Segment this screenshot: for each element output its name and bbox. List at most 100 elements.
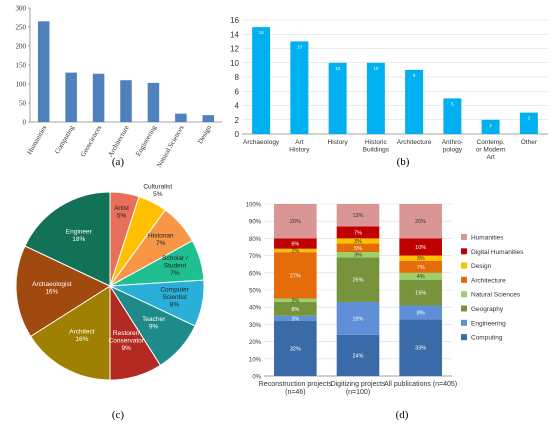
chart-d-legend-label: Engineering <box>471 320 506 327</box>
chart-c-labels: Artist 5% Culturalist 5% Historian 7% Scholar … <box>32 184 190 352</box>
chart-a-bar <box>147 82 160 122</box>
caption-c: (c) <box>112 409 125 421</box>
chart-d-segment-label: 20% <box>290 219 301 225</box>
chart-b-bar <box>328 62 347 134</box>
chart-b-bar <box>252 27 271 134</box>
chart-d-legend-label: Natural Sciences <box>471 292 521 299</box>
chart-d-segment <box>336 243 380 253</box>
chart-a-axes: 0 50 100 150 200 250 300 <box>16 5 222 127</box>
chart-d-legend-label: Design <box>471 263 492 270</box>
chart-b-bar <box>405 69 424 134</box>
chart-b-bar <box>443 98 462 134</box>
chart-d-segment <box>399 260 442 273</box>
chart-b-x-tick-label: Art History <box>289 139 310 154</box>
chart-b-y-tick-label: 12 <box>230 45 239 54</box>
pie-slice <box>24 191 111 287</box>
pie-slice-label: Restorer/Conservator 9% <box>109 330 145 352</box>
chart-a-x-tick-label: Architecture <box>106 124 130 158</box>
chart-a-x-tick-label: Design <box>196 124 213 146</box>
chart-d-segment <box>399 319 442 376</box>
chart-d-labels: 32%3%8%2%27%2%6%20%Reconstruction projec… <box>259 213 457 396</box>
chart-d-segment <box>274 302 317 316</box>
chart-b-bar <box>290 41 309 134</box>
chart-d-segment <box>274 204 317 239</box>
chart-d-segment-label: 27% <box>290 273 301 279</box>
chart-a-y-tick-label: 50 <box>19 100 27 108</box>
chart-a-bar <box>65 72 77 122</box>
chart-d-segment-label: 8% <box>417 310 425 316</box>
chart-d-segment-label: 33% <box>415 346 426 352</box>
pie-slice-label: Computer Scientist 8% <box>160 286 189 308</box>
chart-d-segment <box>336 257 380 303</box>
chart-d-legend: Humanities Digital Humanities Design Archit… <box>461 234 524 342</box>
chart-d-segment <box>399 255 442 261</box>
chart-d-y-tick-label: 30% <box>249 323 262 329</box>
chart-b-y-tick-label: 14 <box>230 30 239 39</box>
chart-d-legend-label: Humanities <box>471 235 504 242</box>
chart-b-labels: 15 Archaeology 13 Art History 10 History 10 Hist… <box>243 30 538 161</box>
chart-c-slices <box>15 191 205 381</box>
chart-d-segment <box>274 298 317 303</box>
chart-d-segment <box>274 320 317 376</box>
chart-b-x-tick-label: Archaeology <box>243 139 280 146</box>
caption-a: (a) <box>112 156 125 168</box>
chart-d-legend-swatch <box>461 319 467 326</box>
chart-b-data-label: 5 <box>451 101 454 106</box>
chart-d-segment <box>399 279 442 306</box>
chart-d-x-tick-label: All publications (n=405) <box>384 381 457 388</box>
chart-b-x-tick-label: Other <box>521 139 538 146</box>
chart-a-y-tick-label: 150 <box>16 62 27 70</box>
chart-a-bar <box>175 113 187 122</box>
chart-d-y-tick-label: 90% <box>249 220 262 226</box>
chart-d-segment-label: 2% <box>291 248 299 254</box>
chart-d-segment <box>274 248 317 253</box>
pie-slice-label: Artist 5% <box>114 205 129 220</box>
chart-d-legend-label: Digital Humanities <box>471 249 524 256</box>
chart-b-y-tick-label: 16 <box>230 16 239 25</box>
chart-d-segment-label: 7% <box>417 265 425 271</box>
chart-d: 0% 10% 20% 30% 40% 50% 60% 70% 80% 90% 100% 32% 3% 8… <box>246 203 524 422</box>
chart-b-data-label: 15 <box>259 30 265 35</box>
chart-d-y-tick-label: 100% <box>246 203 262 209</box>
pie-slice-label: Architect 16% <box>69 329 94 344</box>
chart-b-bar <box>366 62 385 134</box>
chart-d-segment-label: 20% <box>415 219 426 225</box>
pie-slice <box>29 285 111 381</box>
chart-b-y-tick-label: 10 <box>230 59 239 68</box>
chart-d-legend-label: Geography <box>471 306 504 313</box>
pie-slice-label: Culturalist 5% <box>143 184 172 198</box>
chart-a-x-tick-label: Computing <box>53 124 76 156</box>
chart-d-bars <box>274 204 442 376</box>
chart-a-y-tick-label: 0 <box>23 119 27 127</box>
chart-d-legend-swatch <box>461 248 467 255</box>
chart-b-data-label: 10 <box>335 66 341 71</box>
chart-b-y-tick-label: 8 <box>235 73 240 82</box>
chart-b-x-tick-label: Architecture <box>397 139 432 146</box>
chart-b-x-tick-label: Anthro-pology <box>442 139 463 154</box>
chart-d-segment <box>336 252 380 258</box>
chart-b-data-label: 10 <box>373 66 379 71</box>
chart-b-bar <box>481 119 500 134</box>
chart-d-segment-label: 6% <box>291 242 299 248</box>
chart-d-segment-label: 8% <box>291 307 299 313</box>
chart-d-segment-label: 3% <box>417 256 425 262</box>
chart-d-y-tick-label: 80% <box>249 237 262 243</box>
chart-d-segment-label: 13% <box>352 213 363 219</box>
chart-a-x-tick-label: Humanities <box>25 124 48 156</box>
chart-d-segment <box>336 302 380 335</box>
chart-d-segment-label: 10% <box>415 245 426 251</box>
chart-d-segment <box>399 204 442 239</box>
caption-d: (d) <box>396 409 409 421</box>
pie-slice-label: Archaeologist 16% <box>32 281 72 296</box>
chart-d-segment-label: 3% <box>291 316 299 322</box>
chart-a-bar <box>37 21 50 122</box>
chart-d-segment <box>336 226 380 239</box>
pie-slice <box>15 245 112 338</box>
chart-a: 0 50 100 150 200 250 300 Humanities Computing Ge… <box>16 5 222 169</box>
chart-d-segment-label: 5% <box>354 246 362 252</box>
chart-d-y-tick-label: 50% <box>249 289 262 295</box>
chart-d-segment-label: 19% <box>352 316 363 322</box>
chart-b-axes: 0 2 4 6 8 10 12 14 16 <box>230 16 548 139</box>
chart-b-y-tick-label: 4 <box>235 102 240 111</box>
chart-a-bar <box>92 73 105 122</box>
